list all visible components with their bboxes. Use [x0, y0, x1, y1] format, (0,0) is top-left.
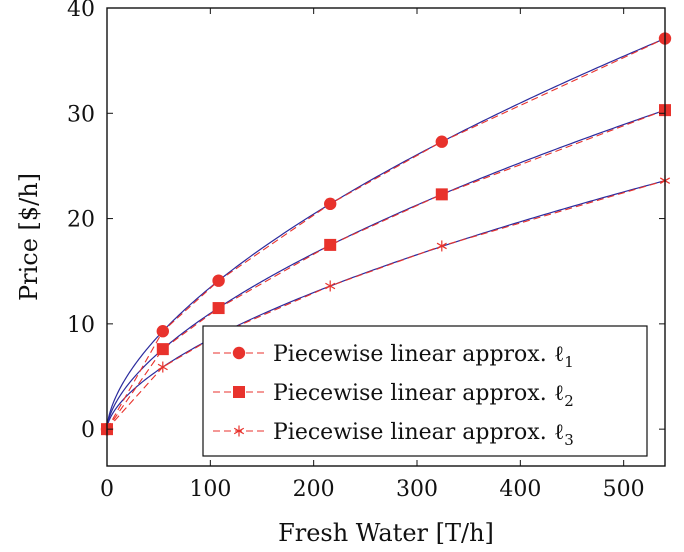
data-point: [212, 274, 225, 287]
x-tick-label: 300: [396, 477, 438, 502]
data-point: [157, 361, 168, 373]
legend-entry: Piecewise linear approx. ℓ3: [213, 420, 574, 449]
y-tick-label: 40: [67, 0, 95, 22]
exact-curves: [106, 37, 666, 430]
data-point: [435, 188, 448, 201]
legend-label: Piecewise linear approx. ℓ1: [273, 342, 574, 371]
x-tick-label: 100: [189, 477, 231, 502]
y-axis-label: Price [$/h]: [15, 173, 43, 301]
data-point: [435, 135, 448, 148]
legend-label-subscript: 1: [564, 353, 574, 371]
approximation-lines: [106, 38, 666, 430]
data-point: [436, 240, 447, 252]
data-point: [324, 238, 337, 251]
data-point: [324, 197, 337, 211]
legend-box: [202, 325, 648, 457]
plot-frame: [106, 7, 666, 467]
x-tick-label: 200: [293, 477, 335, 502]
exact-curve: [106, 109, 666, 430]
legend-label: Piecewise linear approx. ℓ2: [273, 381, 574, 410]
x-axis-label: Fresh Water [T/h]: [278, 519, 494, 547]
y-tick-label: 30: [67, 102, 95, 127]
y-tick-label: 20: [67, 208, 95, 233]
legend-label: Piecewise linear approx. ℓ3: [273, 420, 574, 449]
data-markers: [100, 32, 672, 436]
legend-swatch-marker: [233, 386, 245, 398]
legend-swatch-marker: [232, 346, 246, 360]
x-axis-ticks: 0 100 200 300 400 500: [100, 8, 645, 502]
legend-label-subscript: 2: [564, 392, 574, 410]
legend-entry: Piecewise linear approx. ℓ1: [213, 342, 574, 371]
exact-curve: [106, 180, 666, 430]
y-axis-ticks: 0 10 20 30 40: [67, 0, 665, 443]
approx-line: [106, 180, 666, 430]
data-point: [212, 302, 225, 315]
y-tick-label: 0: [81, 418, 95, 443]
legend-swatch-marker: [233, 425, 245, 437]
legend-label-subscript: 3: [564, 431, 574, 449]
y-tick-label: 10: [67, 313, 95, 338]
exact-curve: [106, 37, 666, 430]
data-point: [325, 280, 336, 292]
data-point: [156, 325, 169, 338]
legend: Piecewise linear approx. ℓ1 Piecewise lin…: [202, 325, 648, 457]
x-tick-label: 500: [603, 477, 645, 502]
x-tick-label: 0: [100, 477, 114, 502]
data-point: [156, 343, 169, 356]
approx-line: [106, 38, 666, 430]
approx-line: [106, 109, 666, 430]
legend-entry: Piecewise linear approx. ℓ2: [213, 381, 574, 410]
x-tick-label: 400: [499, 477, 541, 502]
